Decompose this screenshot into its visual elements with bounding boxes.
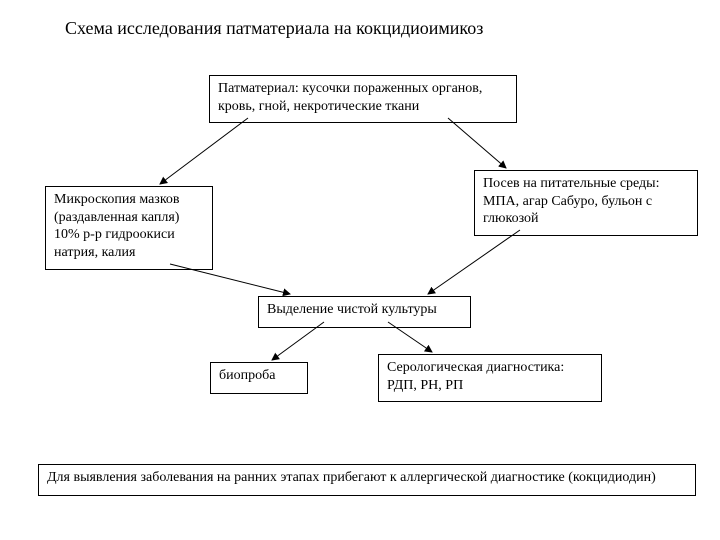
box-microscopy: Микроскопия мазков (раздавленная капля) … xyxy=(45,186,213,270)
box-media: Посев на питательные среды: МПА, агар Са… xyxy=(474,170,698,236)
diagram-title: Схема исследования патматериала на кокци… xyxy=(65,18,483,39)
box-material: Патматериал: кусочки пораженных органов,… xyxy=(209,75,517,123)
box-pure: Выделение чистой культуры xyxy=(258,296,471,328)
box-footnote: Для выявления заболевания на ранних этап… xyxy=(38,464,696,496)
box-serology: Серологическая диагностика: РДП, РН, РП xyxy=(378,354,602,402)
box-bioprobe: биопроба xyxy=(210,362,308,394)
diagram-page: Схема исследования патматериала на кокци… xyxy=(0,0,720,540)
